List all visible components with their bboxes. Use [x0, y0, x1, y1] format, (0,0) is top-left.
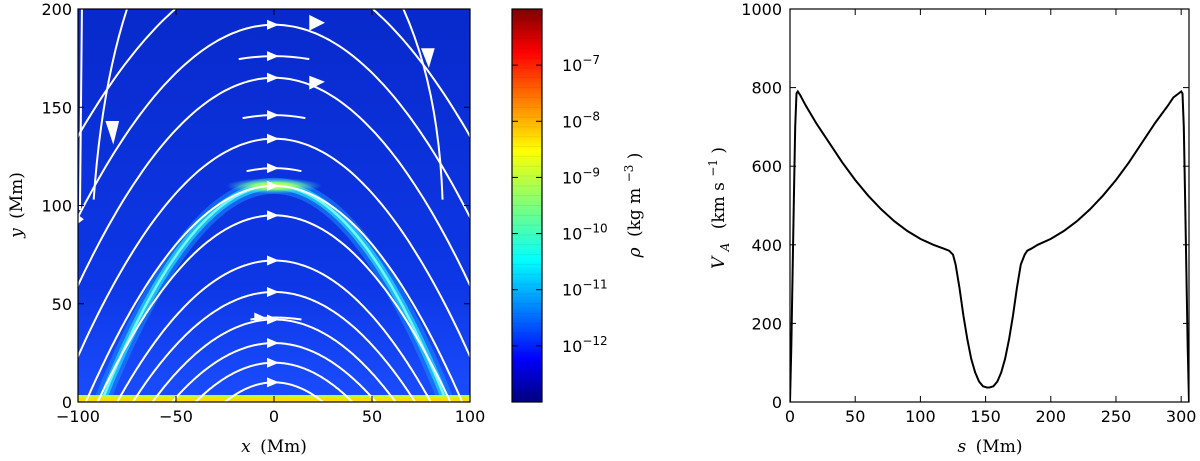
field-line-arrow — [267, 286, 279, 297]
colorbar-gradient — [512, 9, 542, 402]
field-line-arrow — [267, 210, 279, 221]
field-line-arrow — [254, 312, 266, 323]
field-line-arrow — [267, 180, 279, 191]
colorbar: 10−7 10−8 10−9 10−10 10−11 10−12 ρ (kg m −3 ) — [511, 8, 645, 403]
field-line-arrow — [309, 14, 325, 31]
field-line — [78, 9, 83, 211]
alfven-speed-panel: 0 50 100 150 200 250 300 0 200 400 600 800 1000 s (M… — [702, 0, 1196, 457]
colorbar-tick-label: 10−10 — [562, 222, 608, 244]
y-tick-label: 0 — [62, 393, 72, 412]
field-line — [402, 9, 444, 200]
x-tick-label: −100 — [56, 407, 100, 426]
right-plot-frame — [789, 8, 1190, 403]
right-axis-ticks: 0 50 100 150 200 250 300 0 200 400 600 800 1000 — [741, 0, 1196, 426]
colorbar-tick-label: 10−7 — [562, 53, 600, 75]
density-background — [78, 9, 470, 402]
right-xlabel: s (Mm) — [958, 437, 1023, 457]
colorbar-tick-label: 10−11 — [562, 278, 608, 300]
left-ylabel: y (Mm) — [7, 172, 27, 239]
y-tick-label: 800 — [751, 79, 782, 98]
colorbar-frame — [511, 8, 543, 403]
field-line-arrow — [267, 133, 279, 144]
x-tick-label: 0 — [785, 407, 795, 426]
right-ylabel: V A (km s −1 ) — [702, 147, 734, 269]
field-line-arrow — [421, 48, 435, 68]
left-axis-ticks: −100 −50 0 50 100 0 50 100 150 200 — [41, 0, 485, 426]
x-tick-label: −50 — [159, 407, 193, 426]
x-tick-label: 150 — [970, 407, 1001, 426]
field-line-arrow — [267, 338, 279, 349]
y-tick-label: 50 — [52, 295, 72, 314]
colorbar-label: ρ (kg m −3 ) — [618, 153, 645, 259]
field-line-arrow — [267, 51, 279, 62]
field-line-arrow — [309, 75, 325, 90]
field-line-arrow — [78, 214, 84, 224]
x-tick-label: 250 — [1101, 407, 1132, 426]
field-line-arrow — [267, 377, 279, 388]
colorbar-bands — [512, 18, 542, 393]
colorbar-tick-label: 10−9 — [562, 165, 600, 187]
field-lines — [78, 9, 470, 402]
va-series-line — [790, 89, 1189, 402]
field-line-arrow — [105, 121, 120, 145]
y-tick-label: 1000 — [741, 0, 782, 19]
x-tick-label: 0 — [269, 407, 279, 426]
x-tick-label: 100 — [455, 407, 486, 426]
y-tick-label: 600 — [751, 157, 782, 176]
y-tick-label: 150 — [41, 98, 72, 117]
y-tick-label: 0 — [772, 393, 782, 412]
left-xlabel: x (Mm) — [241, 437, 307, 457]
colorbar-tick-label: 10−12 — [562, 334, 608, 356]
y-tick-label: 200 — [41, 0, 72, 19]
field-line-arrow — [267, 163, 279, 174]
y-tick-label: 200 — [751, 314, 782, 333]
colorbar-tick-label: 10−8 — [562, 109, 600, 131]
y-tick-label: 400 — [751, 236, 782, 255]
field-line-arrow — [267, 72, 279, 83]
x-tick-label: 200 — [1036, 407, 1067, 426]
right-plot-area — [790, 9, 1189, 402]
x-tick-label: 50 — [845, 407, 865, 426]
field-line-arrow — [267, 357, 279, 368]
field-line-arrow — [267, 255, 279, 266]
field-line-arrow — [267, 110, 279, 121]
x-tick-label: 100 — [905, 407, 936, 426]
field-line-arrow — [267, 19, 279, 30]
field-line — [92, 9, 128, 200]
y-tick-label: 100 — [41, 197, 72, 216]
density-map-panel: −100 −50 0 50 100 0 50 100 150 200 x (Mm) y (Mm) — [7, 0, 485, 457]
x-tick-label: 50 — [362, 407, 382, 426]
x-tick-label: 300 — [1166, 407, 1197, 426]
colorbar-ticks: 10−7 10−8 10−9 10−10 10−11 10−12 — [512, 53, 608, 356]
